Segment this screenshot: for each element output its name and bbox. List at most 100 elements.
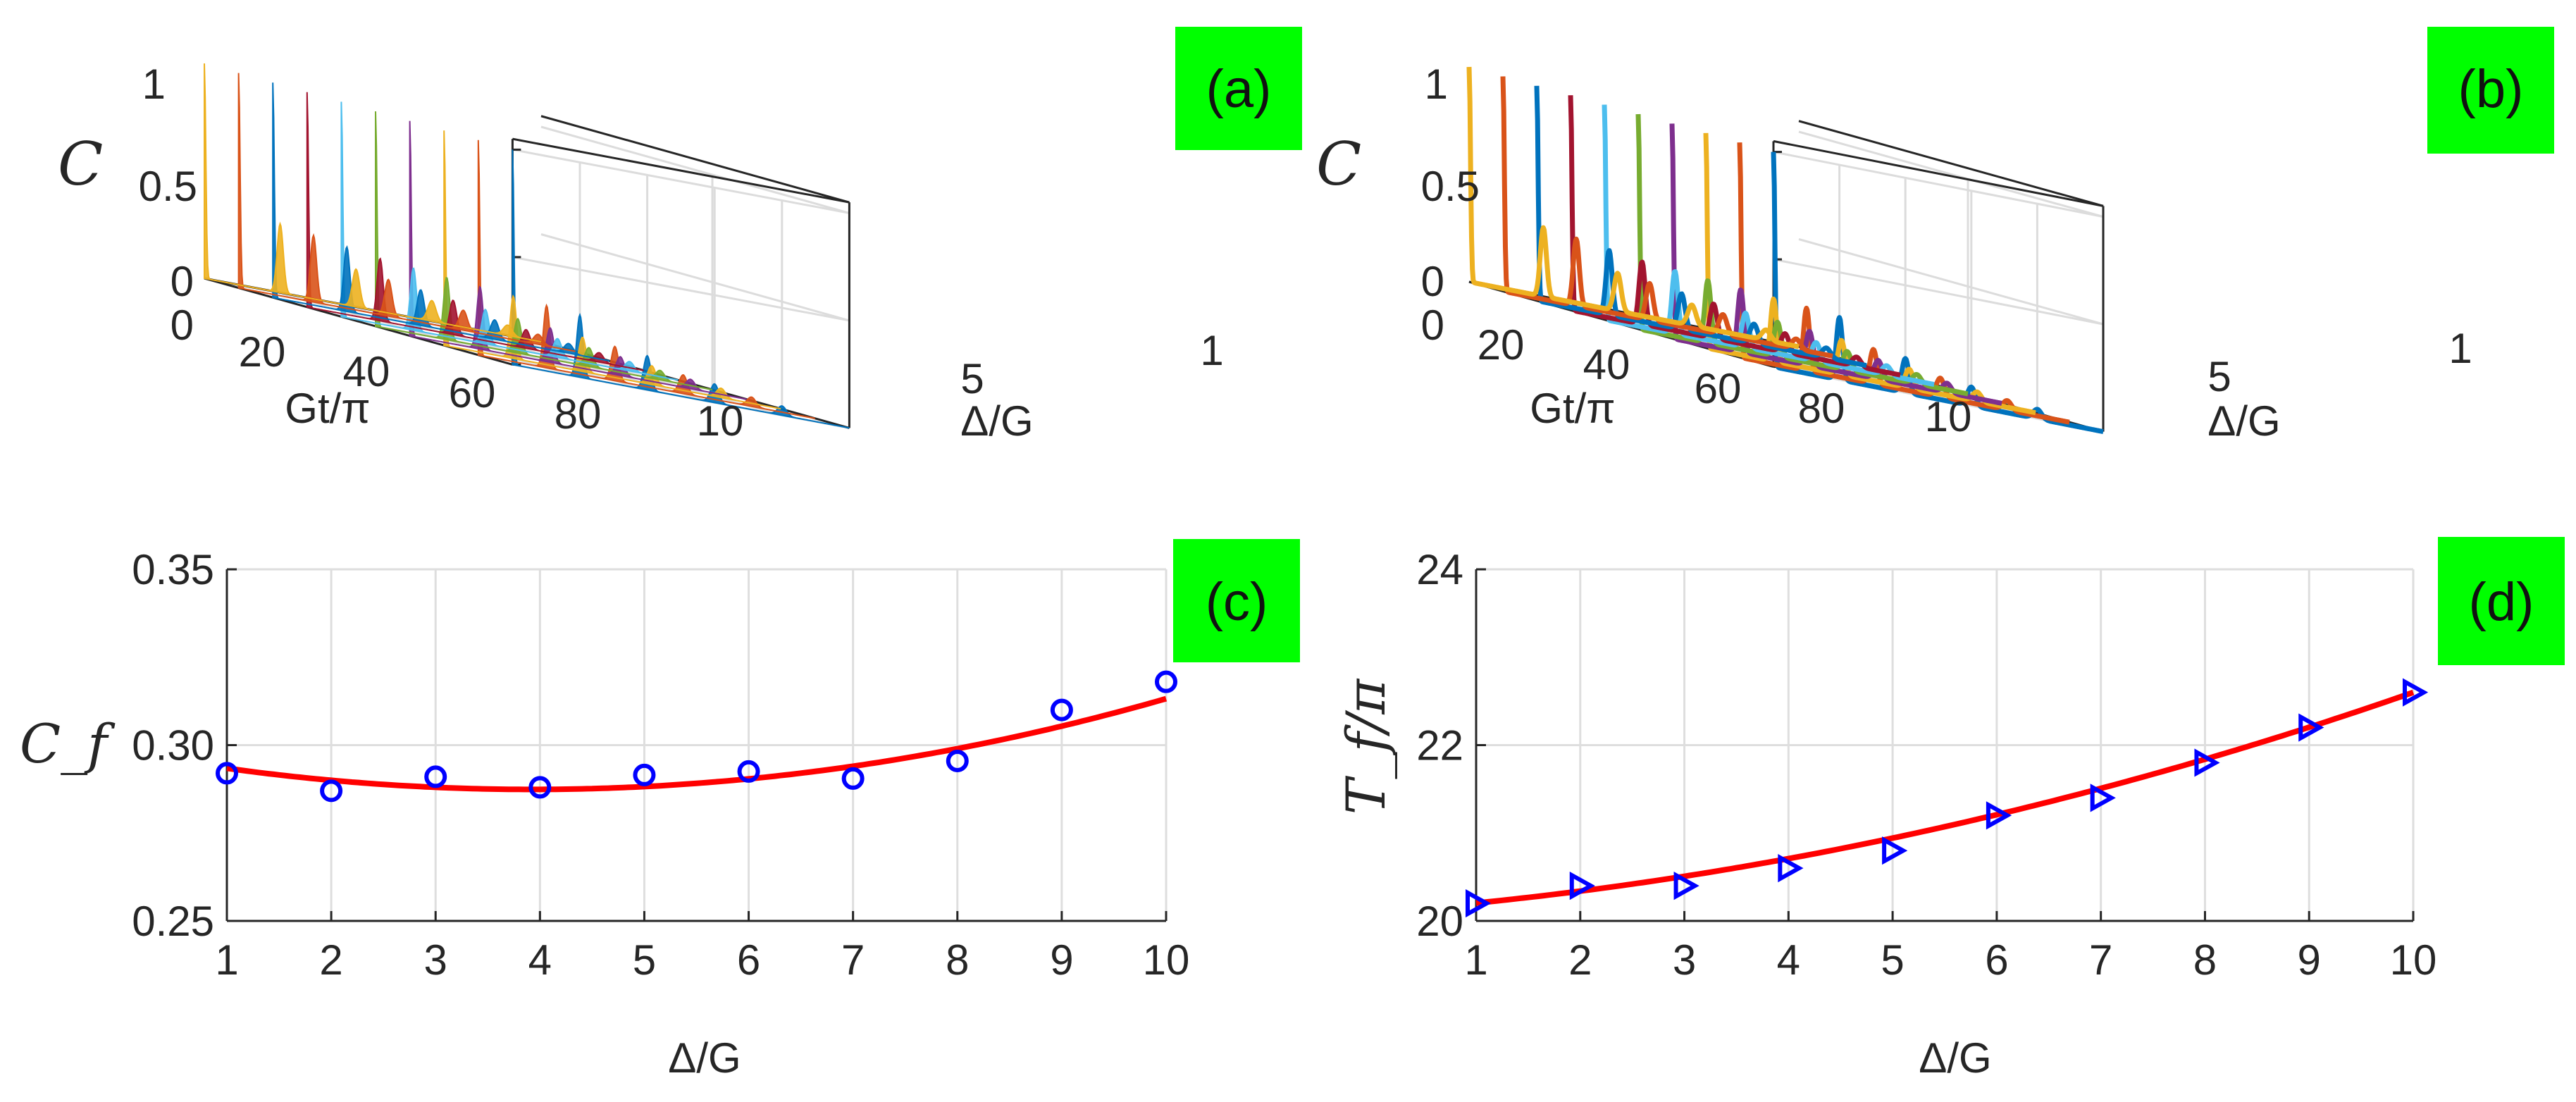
- panel-d-point-10: [2403, 678, 2429, 707]
- panel-a-floor-grid: [338, 302, 648, 391]
- panel-a-series-4: [409, 120, 747, 400]
- panel-a-frame: [204, 115, 850, 429]
- panel-c-xtick-label: 3: [424, 936, 447, 984]
- panel-c-point-5: [633, 763, 656, 786]
- panel-b-axis-edge: [1798, 120, 2104, 207]
- panel-b-axis-edge: [1773, 140, 2104, 207]
- panel-b-ztick-05: 0.5: [1421, 163, 1480, 210]
- panel-a-xtick-40: 40: [343, 348, 390, 395]
- panel-c-point-3: [424, 765, 447, 788]
- panel-c-xtick-label: 10: [1143, 936, 1190, 984]
- panel-b-xlabel: Gt/π: [1530, 385, 1615, 432]
- panel-c: 1 2 3 4 5 6 7 8 9 10 0.25 0.30 0.35 C_f Δ/G (c): [20, 539, 1300, 1082]
- panel-b-series-8: [1534, 85, 1869, 369]
- panel-b-series-7: [1568, 95, 1902, 378]
- panel-c-point-2: [320, 779, 343, 803]
- panel-c-ytick-label: 0.35: [132, 546, 214, 593]
- panel-d-label: (d): [2469, 572, 2534, 632]
- panel-d-ytick-label: 24: [1416, 546, 1463, 593]
- panel-d-point-8: [2194, 748, 2220, 777]
- panel-a-series-7: [306, 92, 644, 371]
- panel-d-point-6: [1986, 801, 2012, 830]
- panel-b-zlabel: C: [1316, 130, 1361, 199]
- panel-a-ztick-05: 0.5: [139, 163, 197, 210]
- panel-c-point-9: [1050, 698, 1073, 722]
- panel-d: 1 2 3 4 5 6 7 8 9 10 20 22 24 T_f/π Δ/G (d): [1335, 537, 2565, 1082]
- panel-c-point-10: [1155, 670, 1177, 693]
- panel-c-xtick-label: 2: [319, 936, 342, 984]
- panel-d-xtick-label: 4: [1777, 936, 1800, 984]
- panel-b-xtick-0: 0: [1421, 302, 1444, 349]
- panel-b-xtick-20: 20: [1478, 321, 1525, 369]
- panel-c-plot: 1 2 3 4 5 6 7 8 9 10 0.25 0.30 0.35: [132, 546, 1189, 984]
- panel-d-point-2: [1569, 872, 1595, 900]
- panel-c-point-8: [946, 749, 969, 772]
- panel-a-sidewall-grid: [540, 125, 850, 214]
- panel-a-series-3: [443, 130, 781, 410]
- panel-d-xtick-label: 10: [2390, 936, 2437, 984]
- panel-c-xtick-label: 4: [528, 936, 552, 984]
- panel-c-ytick-label: 0.30: [132, 722, 214, 769]
- panel-d-point-5: [1882, 836, 1908, 865]
- panel-a-xtick-80: 80: [555, 390, 602, 438]
- panel-a-backwall-grid: [512, 256, 850, 322]
- panel-c-point-6: [737, 760, 760, 783]
- panel-c-point-4: [528, 776, 552, 799]
- panel-a-zlabel: C: [58, 130, 103, 199]
- panel-a-ytick-10: 10: [697, 397, 744, 445]
- panel-d-xlabel: Δ/G: [1919, 1034, 1991, 1082]
- panel-b-badge: [2427, 27, 2554, 154]
- panel-a-label: (a): [1206, 59, 1272, 119]
- panel-a-xlabel: Gt/π: [285, 385, 370, 432]
- panel-b-ytick-1: 1: [2448, 325, 2472, 372]
- panel-d-ytick-label: 20: [1416, 898, 1463, 945]
- panel-a-xtick-20: 20: [239, 328, 286, 376]
- panel-b-label: (b): [2458, 59, 2524, 119]
- panel-b-series-5: [1635, 113, 1970, 397]
- panel-b-series-3: [1703, 132, 2038, 416]
- panel-a-series-9: [237, 73, 576, 352]
- panel-d-point-4: [1778, 854, 1804, 883]
- panel-a-badge: [1175, 27, 1302, 150]
- panel-a-axis-edge: [512, 137, 850, 204]
- panel-b: C 1 0.5 0 0 20 40 60 80 Gt/π 10 5 1 Δ/G …: [1316, 27, 2554, 445]
- panel-a-curves: [204, 63, 850, 429]
- panel-c-fit-curve: [226, 695, 1168, 793]
- panel-d-xtick-label: 2: [1568, 936, 1592, 984]
- panel-a-xtick-60: 60: [449, 369, 496, 416]
- panel-d-xtick-label: 5: [1881, 936, 1904, 984]
- panel-a-series-10: [204, 63, 542, 342]
- panel-c-label: (c): [1206, 572, 1268, 632]
- panel-b-ylabel: Δ/G: [2207, 397, 2280, 445]
- panel-b-sidewall-grid: [1798, 238, 2104, 326]
- panel-b-ztick-1: 1: [1425, 61, 1448, 108]
- panel-a-series-5: [375, 111, 713, 390]
- panel-b-sidewall-grid: [1798, 130, 2104, 218]
- panel-d-point-1: [1466, 889, 1492, 918]
- panel-b-xtick-60: 60: [1695, 365, 1742, 412]
- panel-a-ztick-0: 0: [171, 258, 194, 305]
- panel-c-xtick-label: 6: [737, 936, 760, 984]
- panel-d-ylabel: T_f/π: [1335, 678, 1397, 815]
- panel-d-xtick-label: 8: [2193, 936, 2217, 984]
- panel-c-ytick-label: 0.25: [132, 898, 214, 945]
- panel-b-backwall-grid: [1773, 258, 2104, 326]
- panel-a-ytick-1: 1: [1200, 327, 1223, 374]
- panel-a-backwall-grid: [512, 148, 850, 214]
- panel-c-badge: [1173, 539, 1300, 662]
- panel-b-ytick-10: 10: [1925, 393, 1972, 440]
- panel-d-xtick-label: 1: [1464, 936, 1487, 984]
- panel-d-point-3: [1673, 872, 1699, 900]
- panel-a-axis-edge: [204, 277, 513, 366]
- panel-c-xtick-label: 5: [633, 936, 656, 984]
- panel-c-point-1: [216, 762, 238, 785]
- panel-d-point-7: [2090, 784, 2116, 812]
- panel-a-axis-edge: [540, 115, 850, 204]
- panel-b-ytick-5: 5: [2207, 353, 2231, 400]
- panel-d-ytick-label: 22: [1416, 722, 1463, 769]
- panel-c-xtick-label: 1: [215, 936, 238, 984]
- panel-a-ytick-5: 5: [960, 355, 984, 402]
- panel-d-xtick-label: 7: [2089, 936, 2112, 984]
- panel-b-backwall-grid: [1773, 151, 2104, 218]
